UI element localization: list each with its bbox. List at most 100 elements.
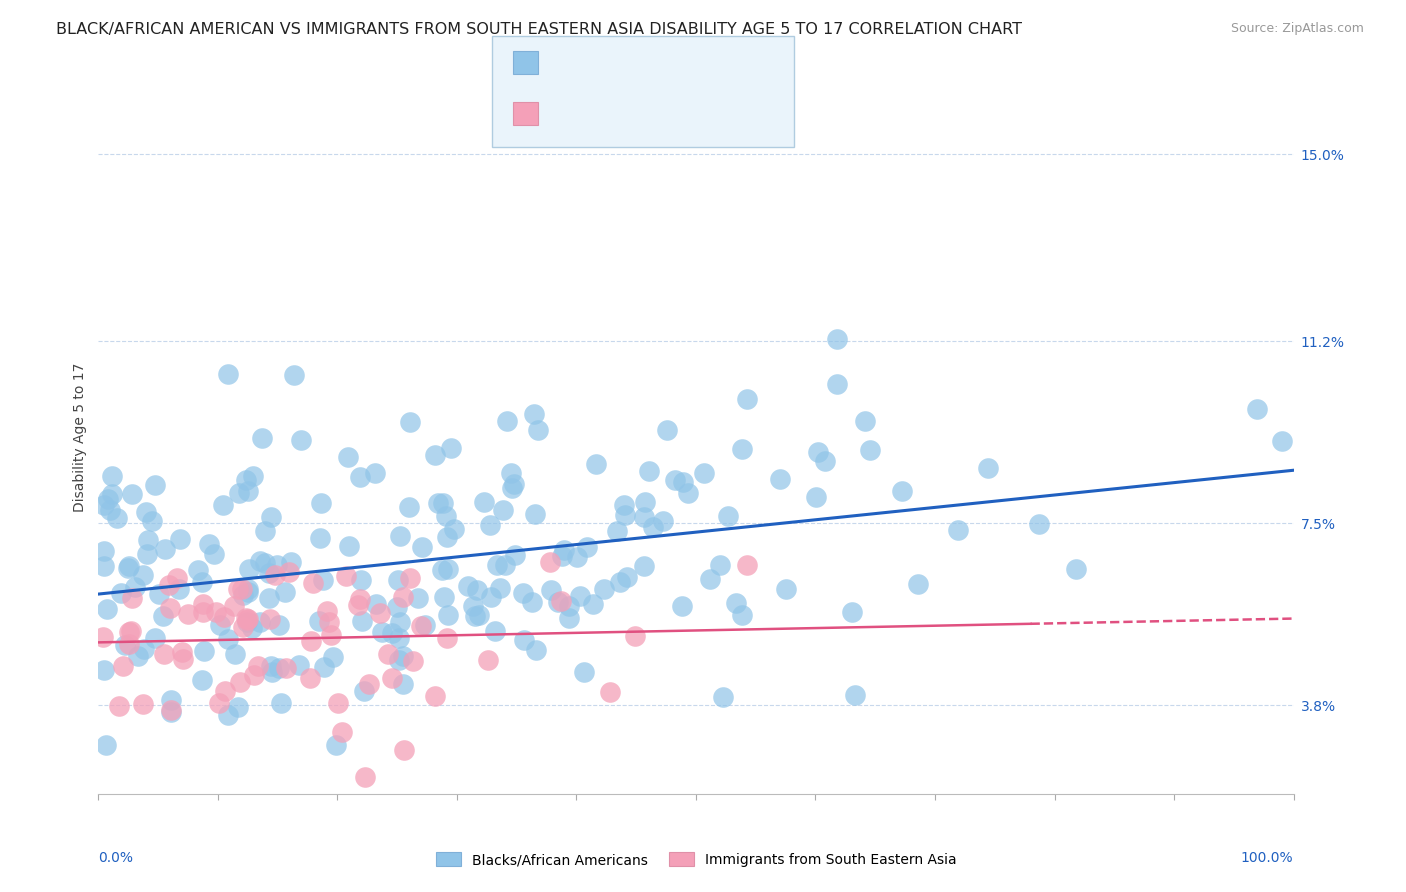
Point [494,558,516,573]
Point [197,536,219,550]
Point [624,629,647,643]
Point [503,476,526,491]
Point [409,618,432,632]
Point [243,668,266,682]
Point [737,392,759,406]
Point [110,586,132,600]
Point [477,653,499,667]
Point [273,584,295,599]
Point [347,598,370,612]
Point [467,582,489,597]
Point [308,532,330,546]
Point [160,703,183,717]
Point [479,590,502,604]
Point [278,565,301,579]
Point [299,634,322,648]
Point [308,615,330,629]
Point [388,631,411,645]
Point [402,654,425,668]
Point [503,548,526,562]
Point [217,708,239,723]
Point [118,558,141,573]
Point [426,496,449,510]
Point [553,542,575,557]
Point [160,692,183,706]
Point [613,498,636,512]
Point [249,615,271,629]
Point [1246,401,1268,416]
Point [522,595,544,609]
Point [269,618,291,632]
Point [443,523,465,537]
Point [152,647,174,661]
Point [120,624,142,638]
Point [1271,434,1294,448]
Point [633,510,655,524]
Point [101,487,124,501]
Point [153,541,176,556]
Point [114,638,136,652]
Point [91,630,114,644]
Point [229,675,252,690]
Point [574,665,596,679]
Point [141,514,163,528]
Point [193,605,215,619]
Point [523,408,546,422]
Point [389,615,412,630]
Point [152,608,174,623]
Point [709,558,731,573]
Point [527,423,550,437]
Point [357,677,380,691]
Point [807,445,830,459]
Point [132,697,155,711]
Point [806,490,828,504]
Point [121,486,143,500]
Point [259,658,281,673]
Point [224,647,246,661]
Point [238,612,260,626]
Point [825,332,848,346]
Point [135,505,157,519]
Point [392,591,415,605]
Point [735,558,758,572]
Point [512,586,534,600]
Text: Source: ZipAtlas.com: Source: ZipAtlas.com [1230,22,1364,36]
Point [187,563,209,577]
Point [713,690,735,704]
Point [699,572,721,586]
Point [472,495,495,509]
Point [433,591,456,605]
Point [672,475,695,489]
Point [132,568,155,582]
Point [731,442,754,457]
Point [330,724,353,739]
Point [387,653,409,667]
Point [96,738,118,752]
Point [257,566,280,580]
Point [208,618,231,632]
Point [385,600,408,615]
Point [321,628,343,642]
Point [633,559,655,574]
Point [335,569,357,583]
Point [190,673,212,687]
Point [461,599,484,614]
Point [93,559,115,574]
Point [581,598,603,612]
Point [717,509,740,524]
Point [288,657,311,672]
Point [160,705,183,719]
Point [664,474,686,488]
Point [269,660,291,674]
Point [1028,516,1050,531]
Point [118,637,141,651]
Point [298,671,321,685]
Point [853,414,876,428]
Point [501,466,523,480]
Point [411,540,433,554]
Point [398,571,420,585]
Point [337,539,360,553]
Point [226,582,249,596]
Point [399,415,422,429]
Point [1064,562,1087,576]
